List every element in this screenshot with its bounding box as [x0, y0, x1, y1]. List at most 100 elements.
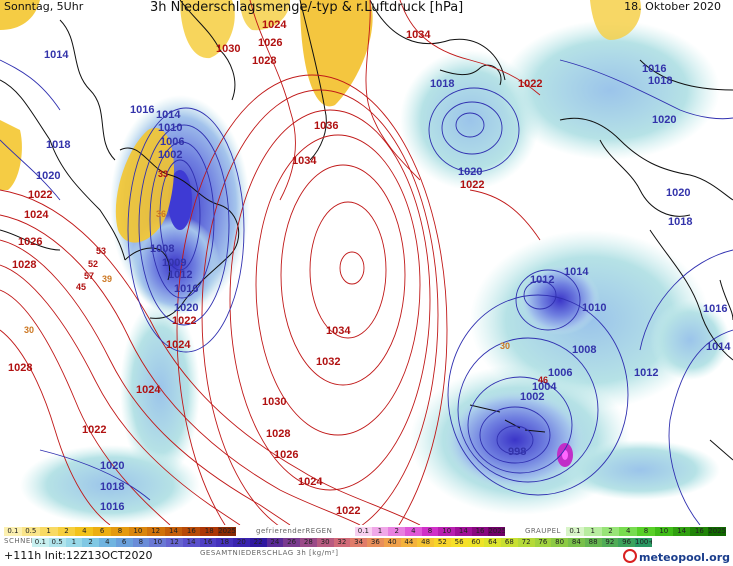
isobar-label: 1034: [406, 29, 431, 41]
total-precipitation-scale-step: 16: [199, 538, 217, 547]
total-precipitation-scale-step: 52: [434, 538, 451, 547]
snow-scale-step: 12: [146, 527, 165, 536]
total-precipitation-scale-step: 32: [333, 538, 351, 547]
isobar-label: 1024: [136, 384, 161, 396]
isobar-label: 1018: [648, 75, 672, 87]
graupel-scale-step: 4: [619, 527, 638, 536]
brand-text: meteopool.org: [639, 551, 730, 564]
isobar-label: 1014: [156, 109, 181, 121]
low-pressure-isobars: [0, 59, 733, 525]
total-precipitation-scale-step: 20: [233, 538, 250, 547]
total-precipitation-scale-step: 84: [568, 538, 585, 547]
total-precipitation-scale-step: 12: [166, 538, 183, 547]
isobar-label: 1036: [314, 120, 338, 132]
isobar-label: 1018: [100, 481, 124, 493]
isobar-label: 1028: [8, 362, 32, 374]
snow-scale-step: 4: [75, 527, 94, 536]
isobar-label: 1026: [258, 37, 282, 49]
snow-scale-step: 10: [128, 527, 147, 536]
isobar-label: 1022: [172, 315, 196, 327]
isobar-label: 1024: [24, 209, 49, 221]
isobar-label: 1012: [530, 274, 554, 286]
total-precipitation-scale-step: 72: [517, 538, 535, 547]
isobar-label: 1006: [548, 367, 572, 379]
isobar-label: 1020: [100, 460, 124, 472]
isobar-label: 1018: [668, 216, 692, 228]
precipitation-value-label: 33: [158, 169, 168, 179]
total-precipitation-scale-step: 100+: [635, 538, 652, 547]
snow-scale-step: 0.5: [21, 527, 40, 536]
total-precipitation-scale-step: 64: [484, 538, 501, 547]
precipitation-field: [20, 20, 730, 525]
forecast-day-time: Sonntag, 5Uhr: [4, 0, 84, 13]
isobar-label: 1022: [336, 505, 360, 517]
graupel-scale-step: 8: [637, 527, 655, 536]
isobar-labels: 1014 1030 1024 1026 1028 1034 1018 1022 1016 1018…: [8, 19, 731, 517]
isobar-label: 1002: [520, 391, 544, 403]
isobar-label: 1028: [12, 259, 36, 271]
total-precipitation-scale-step: 0.1: [32, 538, 49, 547]
snow-scale-step: 8: [111, 527, 129, 536]
graupel-scale-step: 2: [601, 527, 620, 536]
isobar-label: 1020: [652, 114, 676, 126]
isobar-label: 1020: [174, 302, 198, 314]
isobar-label: 1009: [162, 257, 186, 269]
total-precipitation-scale-step: 22: [249, 538, 267, 547]
high-pressure-isobars: [0, 0, 541, 525]
isobar-label: 1024: [166, 339, 191, 351]
isobar-label: 1034: [292, 155, 317, 167]
total-precipitation-scale-step: 10: [149, 538, 166, 547]
total-precipitation-scale: 0.1 0.5 1 2 4 6 8 10 12 14 16 18 20 22 24 26 28 30 32 34 36 4…: [32, 538, 652, 547]
precipitation-value-label: 30: [24, 325, 34, 335]
isobar-label: 1028: [252, 55, 276, 67]
isobar-label: 1014: [44, 49, 69, 61]
precipitation-value-label: 45: [76, 282, 86, 292]
isobar-label: 1002: [158, 149, 182, 161]
total-precipitation-label: GESAMTNIEDERSCHLAG 3h [kg/m²]: [200, 549, 339, 557]
isobar-label: 1006: [160, 136, 184, 148]
isobar-label: 1022: [28, 189, 52, 201]
precipitation-value-label: 39: [102, 274, 112, 284]
isobar-label: 1028: [266, 428, 290, 440]
isobar-label: 1012: [168, 269, 192, 281]
total-precipitation-scale-step: 76: [534, 538, 552, 547]
total-precipitation-scale-step: 30: [316, 538, 334, 547]
isobar-label: 1016: [703, 303, 727, 315]
total-precipitation-scale-step: 6: [115, 538, 133, 547]
isobar-label: 998: [508, 446, 526, 458]
isobar-label: 1010: [582, 302, 606, 314]
isobar-label: 1008: [572, 344, 596, 356]
isobar-label: 1034: [326, 325, 351, 337]
graupel-scale-step: 1: [583, 527, 602, 536]
isobar-label: 1016: [174, 283, 198, 295]
isobar-label: 1010: [158, 122, 182, 134]
total-precipitation-scale-step: 26: [283, 538, 300, 547]
precipitation-value-label: 52: [88, 259, 98, 269]
total-precipitation-scale-step: 68: [501, 538, 518, 547]
total-precipitation-scale-step: 48: [417, 538, 434, 547]
isobar-label: 1024: [298, 476, 323, 488]
freezing-rain-scale-step: 8: [421, 527, 439, 536]
snow-scale-step: 0.1: [4, 527, 22, 536]
isobar-label: 1020: [458, 166, 482, 178]
forecast-date: 18. Oktober 2020: [624, 0, 721, 13]
isobar-label: 1030: [262, 396, 286, 408]
snow-scale-step: 14: [164, 527, 183, 536]
brand-logo[interactable]: meteopool.org: [623, 549, 730, 564]
total-precipitation-scale-step: 60: [467, 538, 485, 547]
precipitation-value-label: 46: [538, 375, 548, 385]
isobar-label: 1004: [532, 381, 557, 393]
freezing-rain-scale-step: 14: [455, 527, 472, 536]
snow-scale-step: 18: [200, 527, 219, 536]
isobar-label: 1012: [634, 367, 658, 379]
isobar-label: 1032: [316, 356, 340, 368]
isobar-label: 1030: [216, 43, 240, 55]
isobar-label: 1022: [82, 424, 106, 436]
precipitation-value-label: 36: [156, 209, 166, 219]
total-precipitation-scale-step: 40: [383, 538, 401, 547]
graupel-scale-step: 2025+: [708, 527, 727, 536]
